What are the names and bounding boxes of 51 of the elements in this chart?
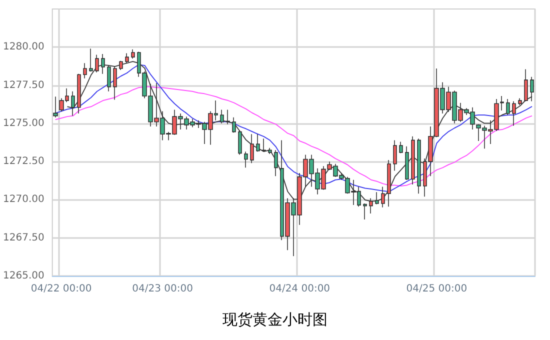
candlestick (220, 109, 224, 124)
candlestick (232, 116, 236, 133)
candlestick (83, 62, 87, 79)
candlestick (107, 65, 111, 92)
candlestick (256, 134, 260, 152)
candlestick (500, 96, 504, 111)
candlestick (71, 90, 75, 116)
x-tick-label: 04/24 00:00 (269, 284, 330, 294)
x-tick-label: 04/22 00:00 (30, 284, 92, 294)
candlestick (530, 76, 534, 102)
candlestick (53, 96, 58, 118)
line-series (54, 86, 533, 186)
candlestick (119, 60, 123, 70)
candlestick (512, 100, 516, 126)
candlestick (125, 52, 129, 64)
candlestick (131, 49, 135, 59)
candlestick (262, 138, 266, 152)
candlestick (506, 98, 510, 116)
y-tick-label: 1265.00 (2, 270, 44, 282)
candlestick (113, 66, 117, 100)
x-tick-label: 04/25 00:00 (406, 284, 468, 294)
y-tick-label: 1272.50 (2, 156, 44, 168)
y-tick-label: 1270.00 (2, 194, 44, 206)
candlestick (518, 98, 522, 106)
candlestick (381, 186, 385, 208)
candlestick (95, 54, 99, 73)
candlestick (250, 134, 254, 164)
candlestick (101, 54, 105, 74)
candlestick (387, 160, 391, 207)
candlestick (369, 198, 373, 214)
candlestick (77, 73, 81, 114)
x-tick-label: 04/23 00:00 (132, 284, 193, 294)
y-tick-label: 1275.00 (2, 118, 44, 129)
candlestick (405, 146, 409, 180)
candlestick (411, 136, 415, 185)
y-tick-label: 1280.00 (2, 42, 44, 53)
text: 现货黄金小时图 (222, 310, 328, 328)
candlestick (226, 109, 230, 125)
candlestick (417, 138, 421, 194)
candlestick (393, 140, 397, 172)
candlestick (274, 150, 278, 176)
candlestick (268, 147, 272, 154)
candlestick (244, 151, 248, 168)
y-tick-label: 1277.50 (2, 80, 44, 91)
candlestick (363, 203, 367, 220)
candlestick (89, 48, 93, 72)
y-tick-label: 1267.50 (2, 232, 44, 244)
candlestick (524, 68, 528, 102)
candlestick (399, 141, 403, 154)
candlestick (375, 192, 379, 205)
candlestick (238, 130, 242, 156)
